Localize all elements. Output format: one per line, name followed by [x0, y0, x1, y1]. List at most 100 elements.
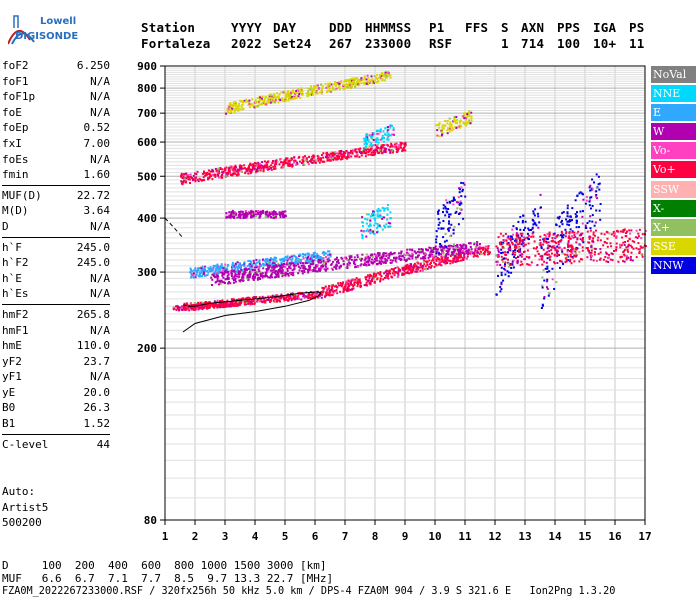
echo-point	[289, 262, 292, 265]
echo-point	[207, 271, 210, 274]
echo-point	[507, 242, 510, 244]
echo-point	[251, 98, 254, 101]
echo-point	[387, 277, 390, 280]
echo-point	[332, 260, 335, 263]
echo-point	[187, 306, 190, 309]
echo-point	[542, 269, 545, 272]
echo-point	[334, 266, 337, 269]
echo-point	[292, 90, 294, 93]
echo-point	[371, 154, 374, 157]
echo-point	[194, 308, 197, 311]
echo-point	[561, 250, 564, 253]
echo-point	[404, 254, 407, 257]
echo-point	[204, 266, 207, 269]
echo-point	[542, 243, 545, 246]
echo-point	[495, 260, 498, 263]
echo-point	[308, 88, 311, 91]
echo-point	[251, 169, 254, 172]
echo-point	[422, 252, 425, 255]
echo-point	[334, 81, 336, 84]
echo-point	[229, 301, 232, 304]
echo-point	[499, 286, 502, 288]
echo-point	[557, 246, 560, 249]
echo-point	[386, 131, 389, 134]
echo-point	[237, 107, 240, 110]
echo-point	[500, 243, 503, 246]
echo-point	[406, 254, 409, 257]
echo-point	[372, 149, 375, 152]
echo-point	[445, 261, 447, 263]
echo-point	[606, 245, 609, 248]
param-row: foF1 N/A	[2, 74, 110, 90]
echo-point	[381, 206, 384, 209]
param-value: N/A	[90, 287, 110, 301]
echo-point	[434, 245, 437, 248]
echo-point	[293, 261, 296, 264]
echo-point	[276, 160, 279, 163]
echo-point	[264, 299, 267, 302]
echo-point	[271, 258, 274, 261]
echo-point	[496, 263, 499, 266]
echo-point	[327, 294, 330, 296]
echo-point	[381, 136, 384, 139]
echo-point	[243, 262, 246, 265]
echo-point	[597, 236, 600, 239]
echo-point	[268, 168, 271, 170]
echo-point	[313, 293, 316, 296]
echo-point	[589, 215, 592, 218]
echo-point	[273, 256, 276, 259]
echo-point	[311, 260, 314, 263]
echo-point	[412, 266, 415, 269]
echo-point	[231, 215, 234, 218]
echo-point	[344, 151, 347, 154]
echo-point	[585, 227, 588, 229]
echo-point	[354, 155, 357, 158]
echo-point	[377, 147, 380, 150]
echo-point	[569, 215, 572, 218]
echo-point	[221, 274, 224, 277]
echo-point	[547, 253, 550, 256]
echo-point	[339, 290, 342, 293]
echo-point	[302, 257, 305, 260]
echo-point	[261, 102, 264, 105]
echo-point	[435, 258, 438, 261]
echo-point	[284, 266, 287, 269]
echo-point	[430, 261, 432, 264]
echo-point	[238, 211, 241, 213]
echo-point	[506, 270, 509, 273]
echo-point	[391, 151, 394, 154]
echo-point	[628, 229, 631, 232]
echo-point	[369, 148, 372, 151]
echo-point	[276, 300, 278, 303]
echo-point	[287, 160, 290, 163]
echo-point	[271, 270, 274, 273]
echo-point	[574, 250, 577, 253]
echo-point	[407, 257, 410, 260]
echo-point	[201, 308, 204, 311]
echo-point	[290, 255, 293, 258]
echo-point	[230, 304, 233, 307]
echo-point	[274, 273, 277, 276]
echo-point	[520, 239, 523, 242]
echo-point	[286, 255, 289, 258]
echo-point	[372, 275, 375, 278]
echo-point	[391, 145, 394, 148]
echo-point	[256, 265, 259, 268]
echo-point	[606, 237, 609, 240]
echo-point	[428, 259, 431, 262]
echo-point	[521, 263, 524, 266]
echo-point	[317, 157, 320, 160]
echo-point	[439, 246, 442, 249]
echo-point	[305, 295, 308, 298]
echo-point	[475, 247, 478, 250]
echo-point	[440, 227, 443, 230]
echo-point	[531, 226, 534, 229]
echo-point	[283, 90, 286, 93]
echo-point	[372, 212, 375, 215]
echo-point	[273, 297, 276, 300]
echo-point	[605, 252, 608, 255]
echo-point	[300, 89, 303, 91]
echo-point	[497, 236, 500, 239]
echo-point	[363, 82, 366, 85]
echo-point	[442, 132, 445, 135]
